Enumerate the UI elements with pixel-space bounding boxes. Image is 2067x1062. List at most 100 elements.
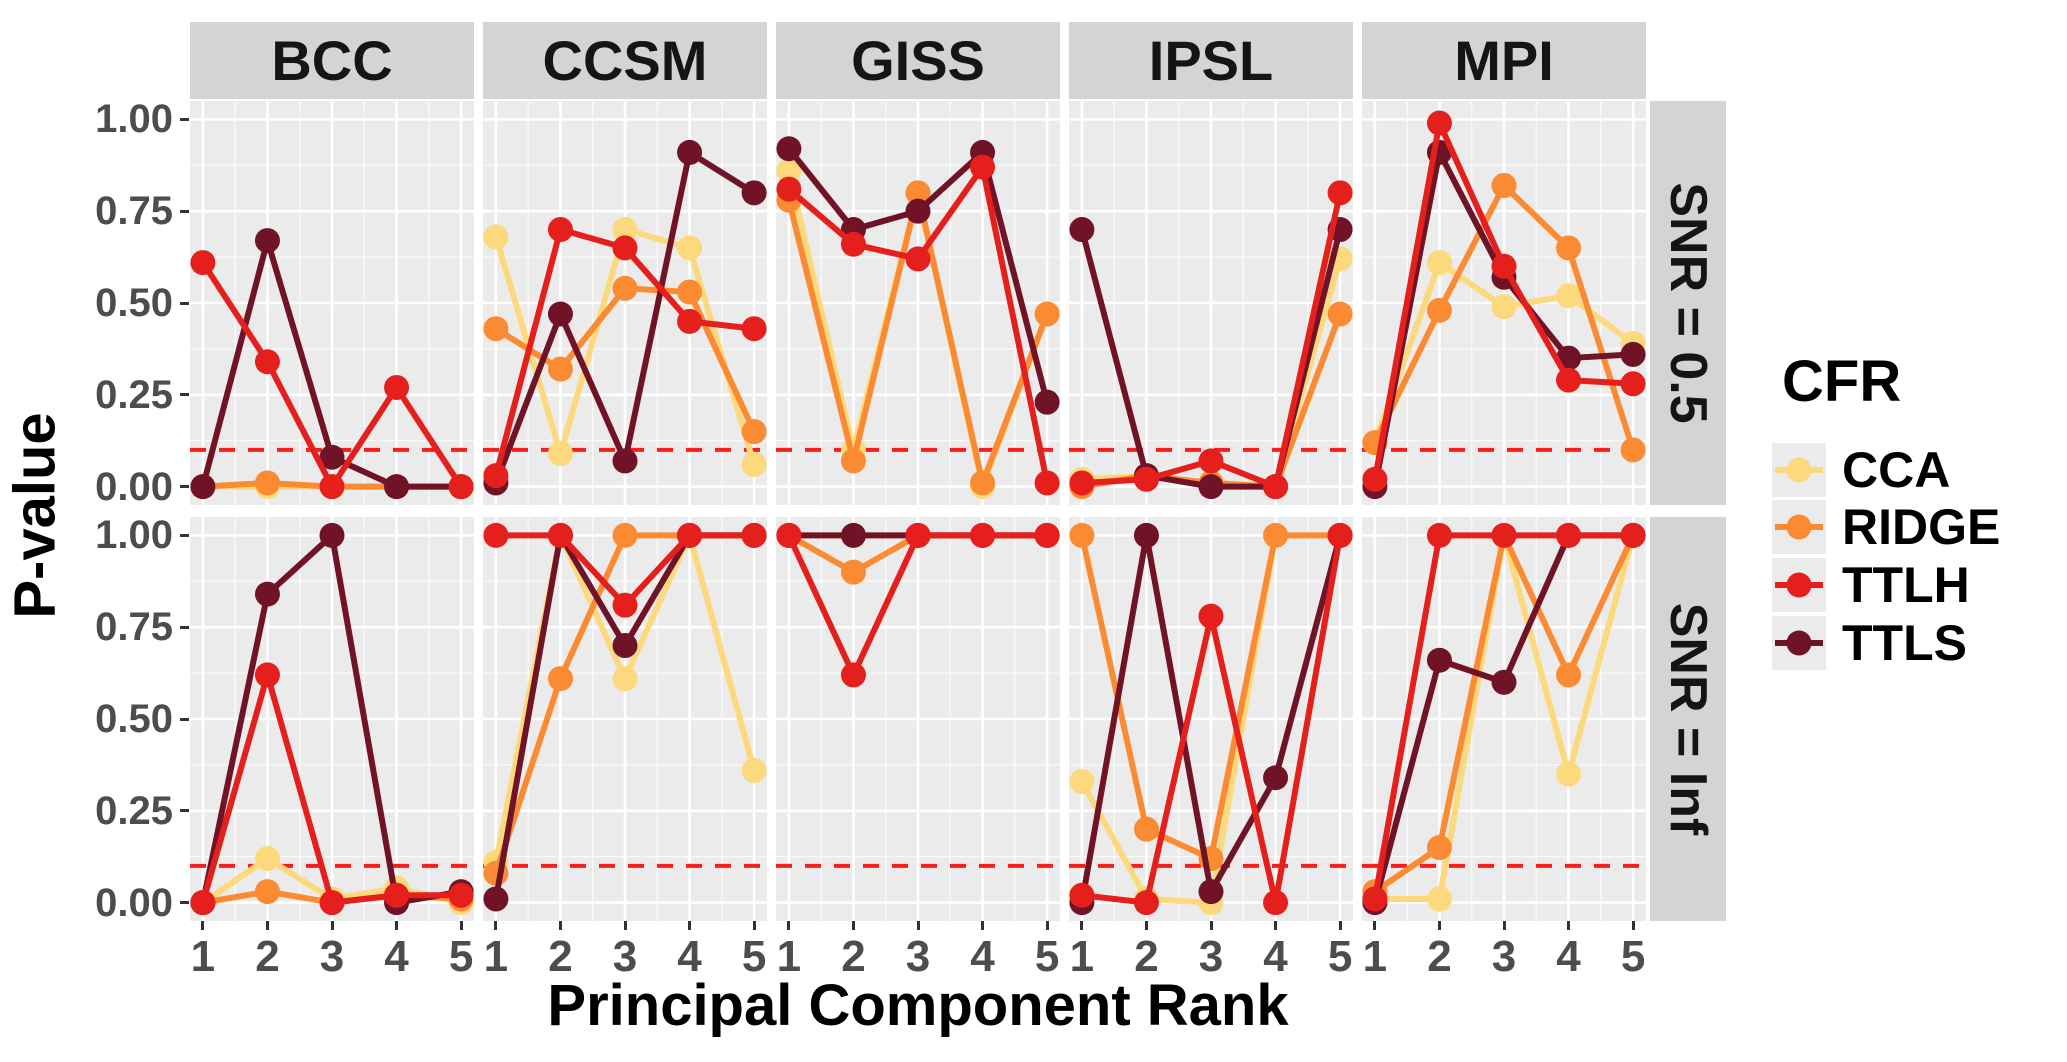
panel-mpi-row1 bbox=[1362, 101, 1646, 505]
series-point-ridge bbox=[1263, 522, 1289, 548]
series-point-ttls bbox=[483, 886, 509, 912]
series-point-ttlh bbox=[319, 474, 345, 500]
x-tick-label: 2 bbox=[841, 932, 866, 981]
y-tick-label: 0.50 bbox=[95, 697, 173, 741]
series-point-cca bbox=[547, 441, 573, 467]
series-point-ttls bbox=[254, 228, 280, 254]
col-facet-strip-ipsl: IPSL bbox=[1069, 22, 1353, 99]
series-point-ttlh bbox=[1034, 522, 1060, 548]
x-tick-mark bbox=[265, 921, 269, 930]
series-point-ridge bbox=[547, 666, 573, 692]
col-facet-strip-bcc: BCC bbox=[190, 22, 474, 99]
y-tick-label: 0.00 bbox=[95, 464, 173, 509]
series-point-ttlh bbox=[1327, 180, 1353, 206]
x-tick-label: 1 bbox=[1069, 932, 1095, 981]
panel-ccsm-row2 bbox=[483, 517, 767, 921]
series-point-ttlh bbox=[1362, 466, 1388, 492]
series-point-cca bbox=[776, 158, 802, 184]
x-tick-label: 2 bbox=[1134, 932, 1159, 981]
series-point-ttlh bbox=[448, 474, 474, 500]
series-point-ttlh bbox=[1263, 890, 1289, 916]
col-facet-strip-ccsm: CCSM bbox=[483, 22, 767, 99]
series-point-ttlh bbox=[741, 316, 767, 342]
series-point-ttlh bbox=[905, 522, 931, 548]
x-tick-label: 3 bbox=[1491, 932, 1517, 981]
series-point-ridge bbox=[1556, 662, 1582, 688]
x-tick-label: 3 bbox=[612, 932, 638, 981]
series-point-ridge bbox=[254, 470, 280, 496]
x-tick-mark bbox=[688, 921, 692, 930]
series-point-ttls bbox=[840, 522, 866, 548]
series-point-ttlh bbox=[254, 662, 280, 688]
series-point-ttls bbox=[905, 198, 931, 224]
series-point-cca bbox=[612, 666, 638, 692]
y-tick-mark bbox=[180, 717, 189, 721]
series-point-ttlh bbox=[776, 522, 802, 548]
series-point-ttlh bbox=[1426, 522, 1452, 548]
series-point-cca bbox=[1556, 283, 1582, 309]
series-point-cca bbox=[483, 224, 509, 250]
series-point-cca bbox=[612, 217, 638, 243]
series-point-ttlh bbox=[970, 522, 996, 548]
series-point-ttlh bbox=[1491, 522, 1517, 548]
panel-ccsm-row1 bbox=[483, 101, 767, 505]
legend-label-ttls: TTLS bbox=[1842, 615, 1967, 671]
y-tick-mark bbox=[180, 809, 189, 813]
series-point-ridge bbox=[741, 419, 767, 445]
series-point-ttlh bbox=[776, 176, 802, 202]
y-tick-mark bbox=[180, 393, 189, 397]
series-point-cca bbox=[1556, 761, 1582, 787]
series-point-ridge bbox=[1133, 816, 1159, 842]
x-tick-label: 4 bbox=[384, 932, 409, 981]
legend-key-ridge bbox=[1772, 500, 1826, 554]
series-point-ridge bbox=[547, 356, 573, 382]
series-point-ttlh bbox=[384, 374, 410, 400]
x-tick-mark bbox=[1144, 921, 1148, 930]
series-point-ttlh bbox=[1133, 466, 1159, 492]
x-tick-label: 5 bbox=[741, 932, 767, 981]
series-point-ttlh bbox=[677, 308, 703, 334]
series-point-ttlh bbox=[1263, 474, 1289, 500]
y-tick-label: 0.75 bbox=[95, 605, 173, 650]
series-point-ttlh bbox=[319, 890, 345, 916]
series-point-ttlh bbox=[547, 522, 573, 548]
series-point-ttls bbox=[384, 474, 410, 500]
x-tick-label: 1 bbox=[776, 932, 802, 981]
y-tick-label: 0.25 bbox=[95, 788, 173, 833]
series-point-ttlh bbox=[254, 349, 280, 375]
series-point-ttls bbox=[612, 633, 638, 659]
series-point-ttls bbox=[1263, 765, 1289, 791]
series-point-ridge bbox=[612, 522, 638, 548]
series-point-ttlh bbox=[1620, 522, 1646, 548]
series-point-ridge bbox=[840, 448, 866, 474]
x-tick-mark bbox=[752, 921, 756, 930]
y-tick-mark bbox=[180, 209, 189, 213]
series-point-ridge bbox=[254, 879, 280, 905]
y-tick-label: 0.00 bbox=[95, 880, 173, 925]
series-point-ridge bbox=[1034, 301, 1060, 327]
series-point-ttlh bbox=[741, 522, 767, 548]
series-point-cca bbox=[741, 452, 767, 478]
series-point-ttlh bbox=[677, 522, 703, 548]
x-tick-label: 2 bbox=[1427, 932, 1452, 981]
legend-label-cca: CCA bbox=[1842, 442, 1951, 498]
y-tick-label: 0.50 bbox=[95, 281, 173, 325]
series-point-ttls bbox=[319, 522, 345, 548]
x-tick-label: 5 bbox=[448, 932, 474, 981]
series-point-ttls bbox=[547, 301, 573, 327]
legend-key-cca bbox=[1772, 443, 1826, 497]
legend-label-ridge: RIDGE bbox=[1842, 499, 2001, 555]
x-tick-label: 4 bbox=[1263, 932, 1288, 981]
series-point-cca bbox=[1491, 294, 1517, 320]
col-facet-strip-mpi: MPI bbox=[1362, 22, 1646, 99]
series-point-ttlh bbox=[483, 463, 509, 489]
x-tick-mark bbox=[1274, 921, 1278, 930]
panel-ipsl-row2 bbox=[1069, 517, 1353, 921]
series-point-ttlh bbox=[1198, 448, 1224, 474]
series-point-ttls bbox=[1198, 474, 1224, 500]
legend-marker-ridge-icon bbox=[1775, 514, 1823, 540]
x-tick-mark bbox=[851, 921, 855, 930]
x-tick-mark bbox=[459, 921, 463, 930]
series-point-ridge bbox=[612, 275, 638, 301]
